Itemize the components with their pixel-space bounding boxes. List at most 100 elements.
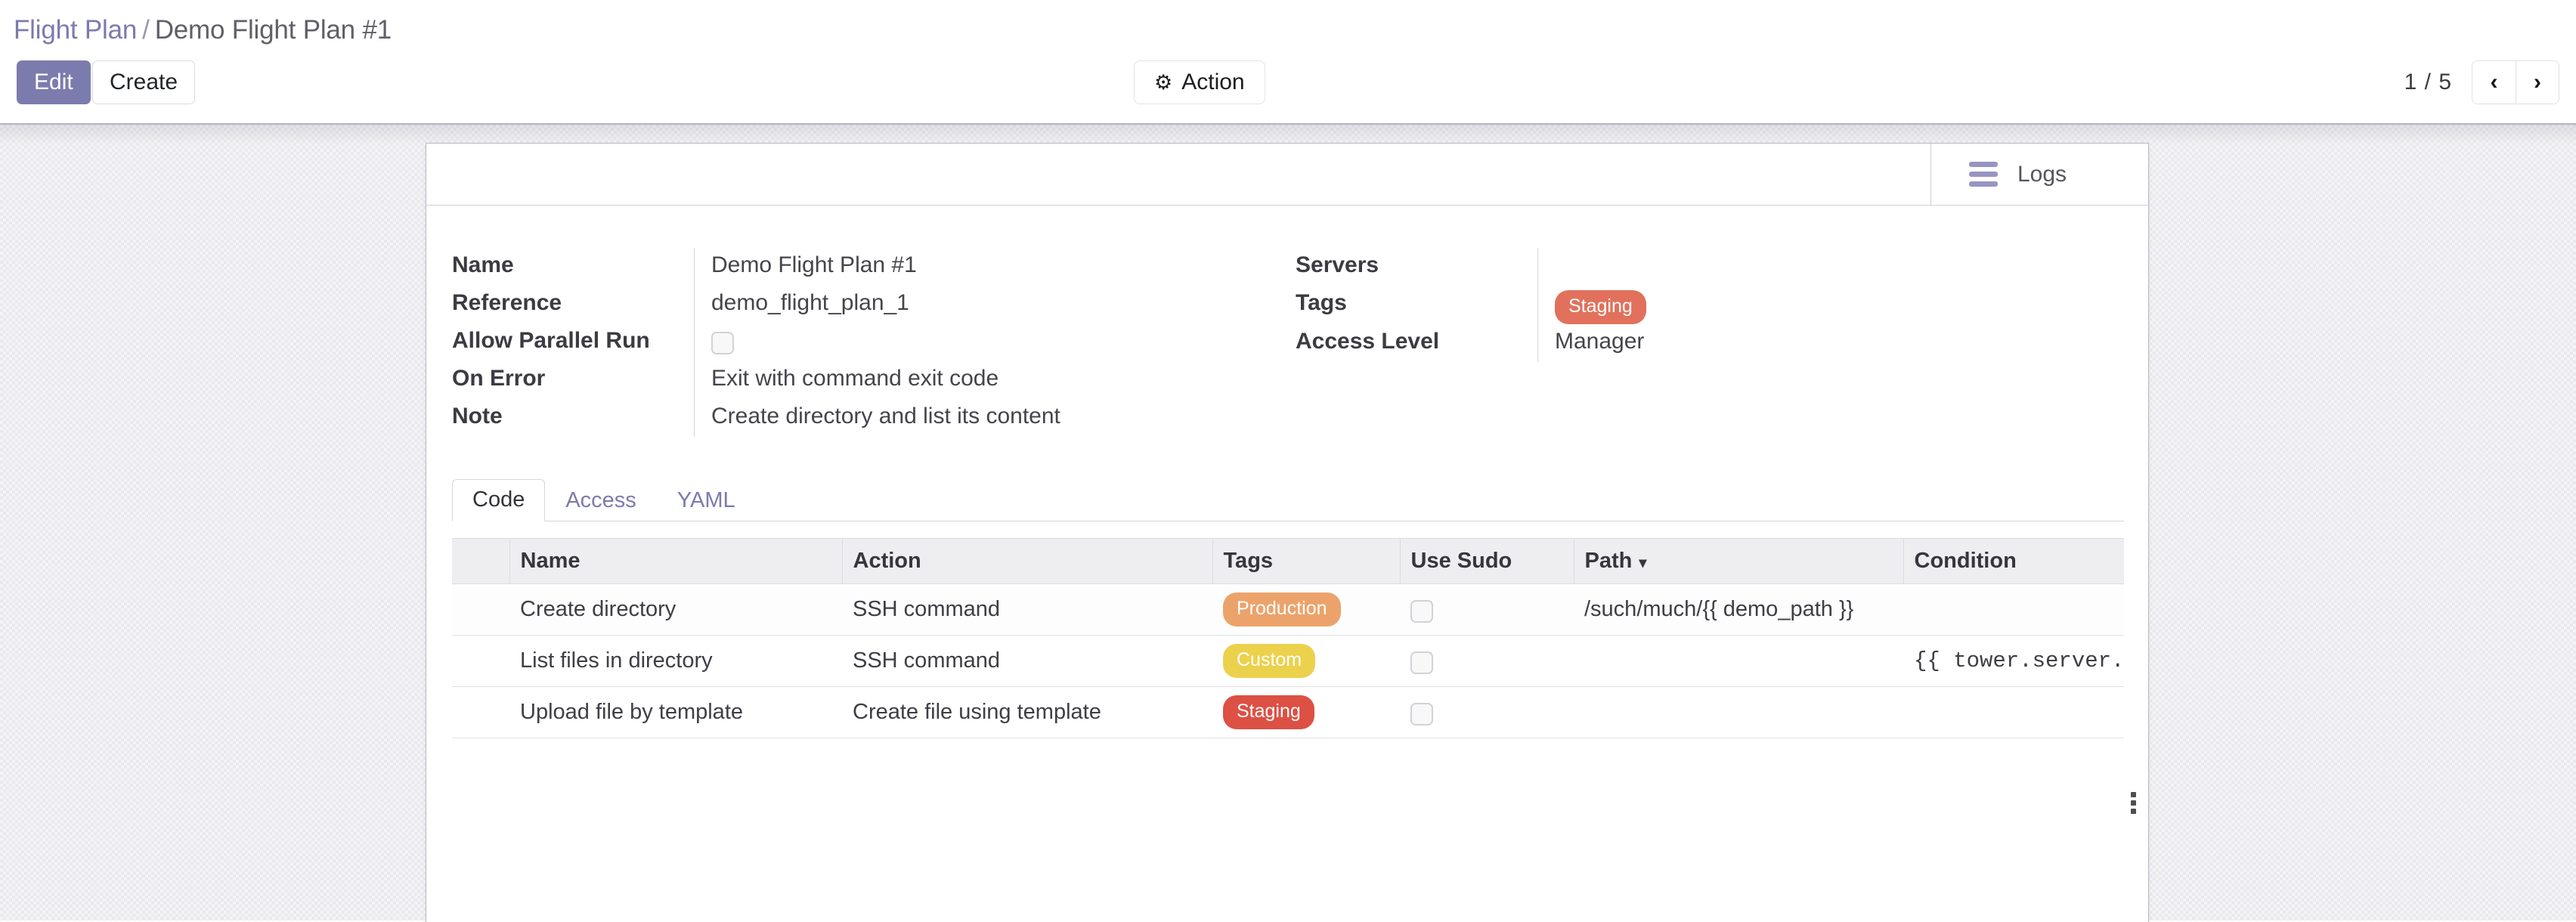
optional-columns-icon[interactable] [2131,792,2136,814]
cell-name: Upload file by template [509,686,842,738]
row-select-cell[interactable] [452,686,509,738]
field-note: Note Create directory and list its conte… [452,399,1283,437]
top-header: Flight Plan / Demo Flight Plan #1 Edit Cre… [0,0,2576,125]
edit-button[interactable]: Edit [17,60,91,104]
field-on-error: On Error Exit with command exit code [452,361,1283,399]
allow-parallel-run-checkbox[interactable] [711,332,734,355]
cell-condition [1903,583,2124,636]
field-tags-label: Tags [1296,290,1347,315]
field-on-error-label: On Error [452,366,546,391]
notebook-tabs: Code Access YAML [452,478,2124,521]
field-note-label: Note [452,404,503,429]
cell-action: Create file using template [842,686,1212,738]
breadcrumb-current: Demo Flight Plan #1 [154,15,392,45]
sheet-header: Logs [426,144,2148,206]
field-servers-value[interactable] [1537,248,2115,286]
field-allow-parallel-run: Allow Parallel Run [452,323,1283,361]
column-header-path[interactable]: Path ▾ [1574,538,1904,584]
field-access-level: Access Level Manager [1296,324,2115,362]
tag-badge-custom: Custom [1223,644,1316,678]
action-button-label: Action [1181,70,1245,94]
field-on-error-value[interactable]: Exit with command exit code [694,361,1283,399]
column-header-use-sudo[interactable]: Use Sudo [1400,538,1574,584]
cell-condition [1903,686,2124,738]
field-servers-label: Servers [1296,252,1379,277]
create-button[interactable]: Create [92,60,196,104]
form-body: Name Demo Flight Plan #1 Reference demo_… [426,206,2148,814]
tag-badge-staging: Staging [1555,290,1646,324]
breadcrumb-separator: / [142,15,150,45]
gear-icon: ⚙ [1154,70,1173,94]
pager: 1 / 5 ‹ › [2404,60,2559,104]
tag-badge-production: Production [1223,592,1341,627]
field-name-label: Name [452,252,514,277]
action-button[interactable]: ⚙ Action [1134,60,1265,104]
cell-use-sudo [1400,686,1574,738]
record-sheet: Logs Name Demo Flight Plan #1 Reference … [426,143,2149,922]
cell-path: /such/much/{{ demo_path }} [1574,583,1903,636]
cell-name: Create directory [509,583,842,636]
pager-buttons: ‹ › [2472,60,2559,104]
field-reference-label: Reference [452,290,562,315]
pager-previous-button[interactable]: ‹ [2472,61,2516,104]
code-table-head: Name Action Tags Use Sudo Path ▾ Conditio… [452,538,2124,584]
column-header-tags[interactable]: Tags [1212,538,1401,584]
cell-use-sudo [1400,583,1574,636]
column-header-path-label: Path [1584,549,1633,573]
use-sudo-checkbox[interactable] [1410,651,1433,674]
field-access-level-label: Access Level [1296,329,1440,354]
cell-tags: Custom [1212,635,1400,687]
cell-condition: {{ tower.server.st [1903,635,2124,687]
code-table-body: Create directory SSH command Production … [452,583,2124,738]
hamburger-icon [1969,162,1998,187]
field-access-level-value[interactable]: Manager [1537,324,2115,362]
logs-button-label: Logs [2017,161,2067,187]
field-allow-parallel-run-label: Allow Parallel Run [452,328,650,353]
field-servers: Servers [1296,248,2115,286]
code-table-wrapper: Name Action Tags Use Sudo Path ▾ Conditio… [452,538,2124,738]
table-row[interactable]: Create directory SSH command Production … [452,583,2124,636]
column-header-name[interactable]: Name [509,538,843,584]
row-select-cell[interactable] [452,635,509,687]
breadcrumb-root-link[interactable]: Flight Plan [14,15,138,45]
column-header-action[interactable]: Action [842,538,1213,584]
column-header-condition[interactable]: Condition [1903,538,2124,584]
cell-name: List files in directory [509,635,842,687]
logs-button[interactable]: Logs [1930,144,2148,205]
control-panel: Edit Create ⚙ Action 1 / 5 ‹ › [0,60,2576,110]
cell-use-sudo [1400,635,1574,687]
cell-path [1574,635,1903,687]
use-sudo-checkbox[interactable] [1410,599,1433,623]
form-column-right: Servers Tags Staging Access Level Manage… [1283,248,2115,437]
tab-code[interactable]: Code [452,479,546,521]
field-tags: Tags Staging [1296,286,2115,324]
field-reference-value[interactable]: demo_flight_plan_1 [694,286,1283,323]
sort-descending-icon: ▾ [1639,555,1647,571]
pager-count: 1 / 5 [2404,70,2452,94]
use-sudo-checkbox[interactable] [1410,702,1433,726]
field-name-value[interactable]: Demo Flight Plan #1 [694,248,1283,286]
table-row[interactable]: Upload file by template Create file usin… [452,686,2124,738]
breadcrumb: Flight Plan / Demo Flight Plan #1 [14,15,392,45]
table-row[interactable]: List files in directory SSH command Cust… [452,635,2124,687]
tag-badge-staging: Staging [1223,695,1314,729]
row-select-cell[interactable] [452,583,509,636]
field-allow-parallel-run-value [694,323,1283,361]
cell-path [1574,686,1903,738]
tab-yaml[interactable]: YAML [677,488,735,512]
tab-access[interactable]: Access [565,488,636,512]
column-header-select [452,538,510,584]
field-reference: Reference demo_flight_plan_1 [452,286,1283,323]
field-tags-value[interactable]: Staging [1537,286,2115,324]
cell-tags: Production [1212,583,1400,636]
form-column-left: Name Demo Flight Plan #1 Reference demo_… [452,248,1283,437]
code-table: Name Action Tags Use Sudo Path ▾ Conditio… [452,538,2124,738]
code-table-header-row: Name Action Tags Use Sudo Path ▾ Conditio… [452,538,2124,584]
cell-action: SSH command [842,635,1212,687]
pager-next-button[interactable]: › [2516,61,2559,104]
field-name: Name Demo Flight Plan #1 [452,248,1283,286]
cell-action: SSH command [842,583,1212,636]
field-note-value[interactable]: Create directory and list its content [694,399,1283,437]
cell-tags: Staging [1212,686,1400,738]
notebook: Code Access YAML Name Action Tags [452,478,2124,738]
